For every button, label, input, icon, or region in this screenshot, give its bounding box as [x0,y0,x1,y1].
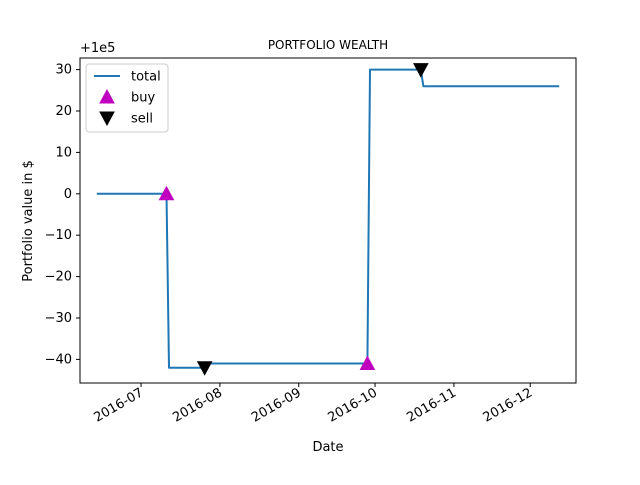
plot-area [96,63,560,376]
legend-label-buy: buy [131,91,155,106]
y-ticks: 30 20 10 0 −10 −20 −30 −40 [45,63,80,367]
legend-label-sell: sell [131,112,153,127]
y-tick-label: −40 [45,352,72,367]
y-tick-label: 20 [55,104,72,119]
y-tick-label: −10 [45,228,72,243]
series-line-total [96,68,560,369]
axes-frame [79,57,577,384]
sell-marker [196,361,213,376]
y-tick-label: 0 [64,187,72,202]
legend-label-total: total [131,70,161,85]
legend: total buy sell [85,63,169,133]
y-tick-label: 10 [55,145,72,160]
y-tick-label: −20 [45,270,72,285]
chart-title: PORTFOLIO WEALTH [268,38,388,52]
y-axis-label: Portfolio value in $ [21,160,36,282]
buy-marker [359,355,376,370]
y-tick-label: 30 [55,63,72,78]
buy-marker [158,185,175,201]
sell-marker [413,63,429,78]
legend-swatch-buy [99,88,115,104]
x-axis-label: Date [312,440,343,455]
y-offset-label: +1e5 [80,41,115,56]
legend-swatch-sell [99,111,115,127]
y-tick-label: −30 [45,311,72,326]
